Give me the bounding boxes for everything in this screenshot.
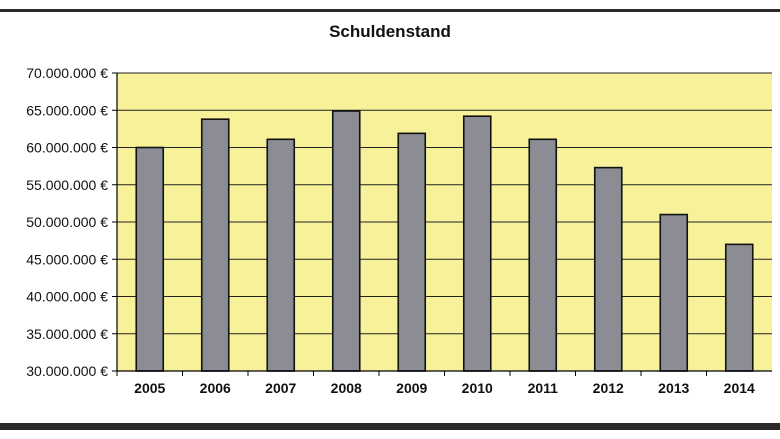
y-tick-label: 55.000.000 € — [26, 177, 108, 193]
bars — [135, 110, 754, 372]
x-tick-label: 2006 — [200, 380, 231, 396]
x-tick-label: 2014 — [724, 380, 755, 396]
bar-2005 — [135, 146, 165, 372]
bar-2007 — [266, 138, 296, 372]
bar-2014 — [724, 243, 754, 372]
bar-2006 — [200, 118, 230, 372]
x-tick-label: 2010 — [462, 380, 493, 396]
bar-2011 — [528, 138, 558, 372]
bar-2010 — [462, 115, 492, 372]
y-axis-ticks: 30.000.000 € 35.000.000 € 40.000.000 € 45.0… — [26, 65, 117, 379]
y-tick-label: 45.000.000 € — [26, 251, 108, 267]
y-tick-label: 30.000.000 € — [26, 363, 108, 379]
y-tick-label: 35.000.000 € — [26, 326, 108, 342]
x-tick-label: 2009 — [396, 380, 427, 396]
chart-title: Schuldenstand — [329, 22, 451, 41]
bar-2008 — [331, 110, 361, 372]
y-tick-label: 40.000.000 € — [26, 289, 108, 305]
y-tick-label: 50.000.000 € — [26, 214, 108, 230]
x-tick-label: 2005 — [134, 380, 165, 396]
top-border-rule — [0, 9, 780, 12]
x-tick-label: 2011 — [528, 380, 559, 396]
y-tick-label: 65.000.000 € — [26, 102, 108, 118]
x-tick-label: 2008 — [331, 380, 362, 396]
x-tick-label: 2012 — [593, 380, 624, 396]
x-tick-label: 2007 — [265, 380, 296, 396]
x-tick-label: 2013 — [658, 380, 689, 396]
bar-2012 — [593, 166, 623, 372]
x-axis-ticks: 2005 2006 2007 2008 2009 2010 2011 2012 2013 2014 — [116, 371, 755, 396]
bar-2013 — [659, 213, 689, 372]
y-tick-label: 70.000.000 € — [26, 65, 108, 81]
y-tick-label: 60.000.000 € — [26, 140, 108, 156]
bar-2009 — [397, 132, 427, 372]
bottom-border-rule — [0, 423, 780, 430]
